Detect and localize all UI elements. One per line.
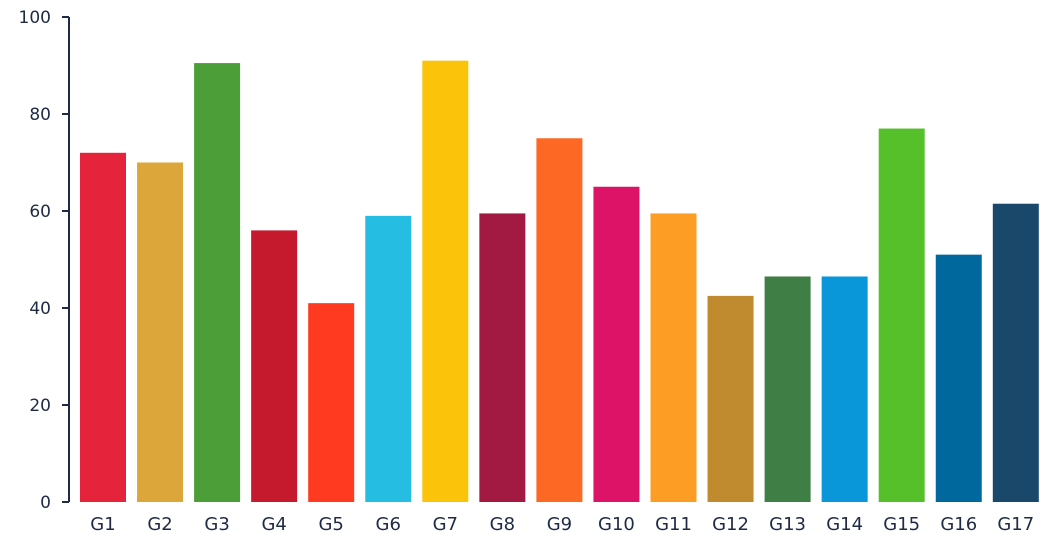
x-tick-label: G3 xyxy=(204,514,229,535)
bar-g1 xyxy=(80,152,126,503)
bar-g6 xyxy=(365,215,412,502)
bar-g3 xyxy=(194,63,241,502)
y-tick-label: 60 xyxy=(29,202,51,222)
x-tick-label: G2 xyxy=(147,514,172,535)
x-tick-label: G8 xyxy=(490,514,515,535)
bar-g4 xyxy=(251,230,298,502)
x-tick-label: G7 xyxy=(433,514,458,535)
bars xyxy=(80,60,1039,503)
x-tick-label: G1 xyxy=(90,514,115,535)
bar-g16 xyxy=(935,254,982,502)
bar-g15 xyxy=(878,128,925,503)
bar-g17 xyxy=(992,203,1039,502)
x-tick-label: G5 xyxy=(318,514,343,535)
bar-g7 xyxy=(422,60,469,503)
bar-g14 xyxy=(821,276,868,502)
x-tick-label: G12 xyxy=(712,514,749,535)
x-tick-label: G9 xyxy=(547,514,572,535)
x-tick-label: G14 xyxy=(826,514,863,535)
x-axis-labels: G1 G2 G3 G4 G5 G6 G7 G8 G9 G10 G11 G12 G13 G14 G15 G16 G… xyxy=(90,514,1034,535)
x-tick-label: G17 xyxy=(997,514,1034,535)
x-tick-label: G13 xyxy=(769,514,806,535)
bar-g9 xyxy=(536,138,583,502)
x-tick-label: G11 xyxy=(655,514,692,535)
y-tick-label: 100 xyxy=(19,8,51,28)
y-axis: 0 20 40 60 80 100 xyxy=(19,8,70,513)
x-tick-label: G6 xyxy=(376,514,401,535)
y-tick-label: 80 xyxy=(29,105,51,125)
y-tick-label: 40 xyxy=(29,299,51,319)
x-tick-label: G15 xyxy=(883,514,920,535)
bar-g5 xyxy=(308,303,355,502)
bar-g2 xyxy=(137,162,184,502)
x-tick-label: G16 xyxy=(940,514,977,535)
y-tick-label: 0 xyxy=(40,493,51,513)
x-tick-label: G10 xyxy=(598,514,635,535)
bar-g12 xyxy=(707,295,754,502)
bar-g8 xyxy=(479,213,526,503)
y-tick-label: 20 xyxy=(29,396,51,416)
bar-g11 xyxy=(650,213,697,503)
x-tick-label: G4 xyxy=(261,514,286,535)
bar-g10 xyxy=(593,186,640,502)
bar-g13 xyxy=(764,276,811,502)
